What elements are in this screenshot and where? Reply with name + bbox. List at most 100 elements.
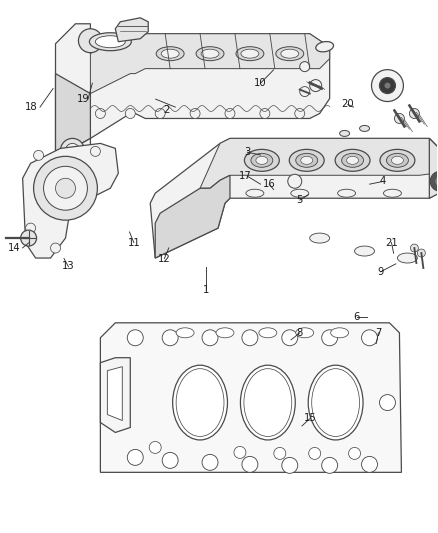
Circle shape xyxy=(78,29,102,53)
Circle shape xyxy=(309,447,321,459)
Ellipse shape xyxy=(346,156,359,164)
Ellipse shape xyxy=(380,149,415,171)
Ellipse shape xyxy=(95,36,125,47)
Ellipse shape xyxy=(161,49,179,58)
Circle shape xyxy=(155,109,165,118)
Circle shape xyxy=(202,455,218,470)
Circle shape xyxy=(149,441,161,454)
Circle shape xyxy=(60,139,85,163)
Text: 20: 20 xyxy=(342,100,354,109)
Circle shape xyxy=(371,70,403,101)
Ellipse shape xyxy=(156,47,184,61)
Ellipse shape xyxy=(296,154,318,167)
Ellipse shape xyxy=(384,189,401,197)
Circle shape xyxy=(34,150,43,160)
Circle shape xyxy=(25,223,35,233)
Polygon shape xyxy=(23,143,118,258)
Ellipse shape xyxy=(201,49,219,58)
Text: 4: 4 xyxy=(380,176,386,187)
Text: 6: 6 xyxy=(353,312,360,322)
Circle shape xyxy=(349,447,360,459)
Circle shape xyxy=(288,174,302,188)
Text: 19: 19 xyxy=(77,94,90,104)
Circle shape xyxy=(361,330,378,346)
Ellipse shape xyxy=(355,246,374,256)
Ellipse shape xyxy=(281,49,299,58)
Circle shape xyxy=(125,109,135,118)
Ellipse shape xyxy=(196,47,224,61)
Circle shape xyxy=(21,230,37,246)
Text: 13: 13 xyxy=(62,262,75,271)
Polygon shape xyxy=(56,139,90,173)
Text: 10: 10 xyxy=(254,78,267,88)
Ellipse shape xyxy=(259,328,277,338)
Circle shape xyxy=(435,176,438,186)
Polygon shape xyxy=(56,24,330,173)
Ellipse shape xyxy=(236,47,264,61)
Ellipse shape xyxy=(335,149,370,171)
Circle shape xyxy=(43,166,88,210)
Ellipse shape xyxy=(392,156,403,164)
Ellipse shape xyxy=(301,156,313,164)
Circle shape xyxy=(242,330,258,346)
Circle shape xyxy=(34,156,97,220)
Polygon shape xyxy=(150,139,438,258)
Text: 14: 14 xyxy=(7,243,20,253)
Ellipse shape xyxy=(386,154,408,167)
Circle shape xyxy=(50,243,60,253)
Circle shape xyxy=(95,109,106,118)
Circle shape xyxy=(321,457,338,473)
Text: 1: 1 xyxy=(203,285,209,295)
Text: 5: 5 xyxy=(297,195,303,205)
Ellipse shape xyxy=(308,365,363,440)
Ellipse shape xyxy=(276,47,304,61)
Polygon shape xyxy=(429,139,438,198)
Ellipse shape xyxy=(291,189,309,197)
Circle shape xyxy=(361,456,378,472)
Circle shape xyxy=(225,109,235,118)
Text: 18: 18 xyxy=(25,102,38,112)
Polygon shape xyxy=(90,24,330,94)
Circle shape xyxy=(282,457,298,473)
Circle shape xyxy=(190,109,200,118)
Circle shape xyxy=(127,449,143,465)
Circle shape xyxy=(90,147,100,156)
Circle shape xyxy=(242,456,258,472)
Circle shape xyxy=(410,244,418,252)
Ellipse shape xyxy=(338,189,356,197)
Polygon shape xyxy=(56,74,90,158)
Ellipse shape xyxy=(360,125,370,132)
Polygon shape xyxy=(100,358,130,432)
Ellipse shape xyxy=(244,149,279,171)
Polygon shape xyxy=(107,367,122,421)
Circle shape xyxy=(395,114,404,124)
Ellipse shape xyxy=(296,328,314,338)
Circle shape xyxy=(162,453,178,469)
Circle shape xyxy=(410,109,419,118)
Ellipse shape xyxy=(331,328,349,338)
Text: 2: 2 xyxy=(163,105,170,115)
Circle shape xyxy=(321,330,338,346)
Ellipse shape xyxy=(216,328,234,338)
Text: 9: 9 xyxy=(378,267,384,277)
Polygon shape xyxy=(155,175,230,258)
Polygon shape xyxy=(200,139,438,188)
Circle shape xyxy=(56,178,75,198)
Circle shape xyxy=(385,83,390,88)
Text: 21: 21 xyxy=(385,238,398,248)
Ellipse shape xyxy=(241,49,259,58)
Ellipse shape xyxy=(173,365,227,440)
Circle shape xyxy=(260,109,270,118)
Circle shape xyxy=(379,394,396,410)
Circle shape xyxy=(417,249,425,257)
Circle shape xyxy=(127,330,143,346)
Circle shape xyxy=(282,330,298,346)
Text: 3: 3 xyxy=(244,147,251,157)
Ellipse shape xyxy=(240,365,295,440)
Ellipse shape xyxy=(251,154,273,167)
Text: 16: 16 xyxy=(263,179,276,189)
Text: 17: 17 xyxy=(239,171,251,181)
Text: 8: 8 xyxy=(297,328,303,338)
Polygon shape xyxy=(100,323,401,472)
Ellipse shape xyxy=(289,149,324,171)
